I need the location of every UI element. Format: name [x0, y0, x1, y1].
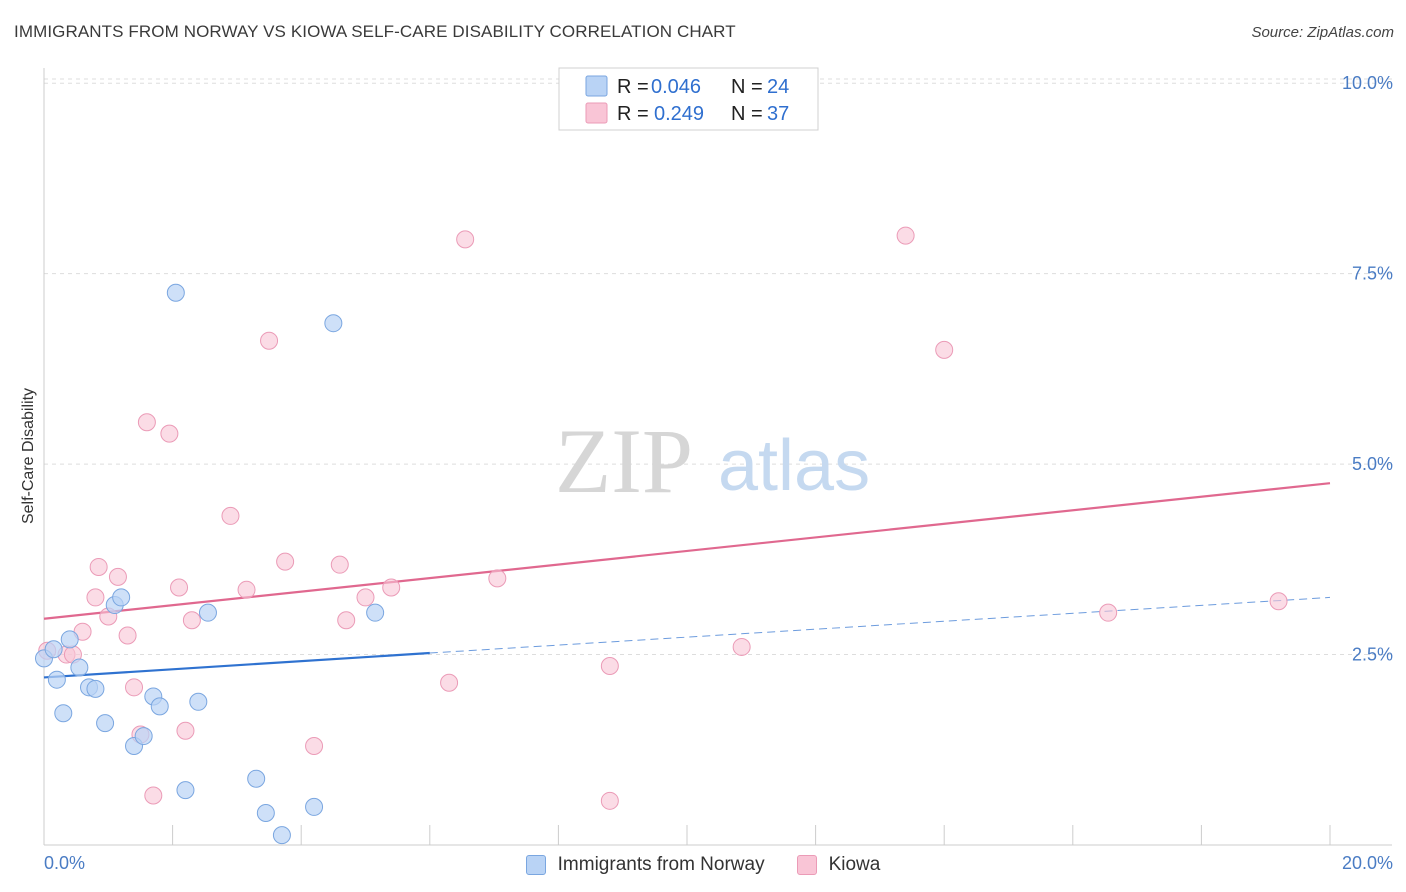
point-norway [44, 640, 63, 659]
chart-title: IMMIGRANTS FROM NORWAY VS KIOWA SELF-CAR… [14, 22, 736, 41]
series-swatch-norway [525, 855, 546, 875]
y-tick-label: 5.0% [1352, 454, 1393, 474]
point-norway [60, 630, 79, 649]
stats-legend: R = 0.046 N = 24 R = 0.249 N = 37 [558, 67, 819, 131]
point-kiowa [237, 580, 256, 599]
point-norway [86, 679, 105, 698]
point-kiowa [144, 786, 163, 805]
legend-r-label-1: R = [617, 76, 649, 98]
point-norway [96, 714, 115, 733]
point-kiowa [221, 506, 240, 525]
point-kiowa [170, 578, 189, 597]
point-kiowa [125, 678, 144, 697]
point-kiowa [305, 736, 324, 755]
watermark: ZIP atlas [555, 410, 870, 512]
point-norway [112, 588, 131, 607]
point-kiowa [456, 230, 475, 249]
x-tick-label-min: 0.0% [44, 853, 85, 873]
point-norway [198, 603, 217, 622]
point-kiowa [337, 611, 356, 630]
legend-n-label-1: N = [731, 76, 763, 98]
point-kiowa [89, 557, 108, 576]
grid-layer [44, 78, 1392, 656]
points-layer [35, 226, 1288, 845]
source-label: Source: ZipAtlas.com [1251, 24, 1394, 41]
point-kiowa [330, 555, 349, 574]
point-kiowa [600, 791, 619, 810]
point-kiowa [86, 588, 105, 607]
point-kiowa [356, 588, 375, 607]
y-tick-label: 2.5% [1352, 645, 1393, 665]
point-norway [272, 826, 291, 845]
point-kiowa [108, 567, 127, 586]
series-legend-label-kiowa: Kiowa [828, 854, 881, 875]
point-norway [54, 704, 73, 723]
axis-layer: 2.5% 5.0% 7.5% 10.0% [43, 68, 1393, 846]
point-norway [150, 697, 169, 716]
trend-line-norway [43, 651, 430, 679]
watermark-zip: ZIP [555, 410, 693, 512]
legend-r-value-2: 0.249 [654, 103, 704, 125]
point-norway [247, 769, 266, 788]
point-norway [70, 658, 89, 677]
point-kiowa [182, 611, 201, 630]
point-norway [176, 781, 195, 800]
legend-n-label-2: N = [731, 103, 763, 125]
point-norway [189, 692, 208, 711]
x-tick-label-max: 20.0% [1342, 853, 1393, 873]
series-swatch-kiowa [796, 855, 817, 875]
legend-swatch-kiowa [585, 102, 608, 124]
point-norway [305, 797, 324, 816]
legend-swatch-norway [585, 75, 608, 97]
point-kiowa [160, 424, 179, 443]
point-kiowa [276, 552, 295, 571]
point-norway [47, 670, 66, 689]
legend-n-value-2: 37 [767, 103, 789, 125]
legend-r-value-1: 0.046 [651, 76, 701, 98]
point-norway [366, 603, 385, 622]
legend-n-value-1: 24 [767, 76, 789, 98]
y-tick-label: 7.5% [1352, 264, 1393, 284]
point-kiowa [488, 569, 507, 588]
watermark-atlas: atlas [718, 426, 870, 506]
point-norway [134, 727, 153, 746]
point-kiowa [1269, 592, 1288, 611]
point-kiowa [1099, 603, 1118, 622]
series-legend-item-kiowa: Kiowa [796, 854, 881, 876]
series-legend-label-norway: Immigrants from Norway [557, 854, 765, 875]
point-norway [324, 314, 343, 333]
series-legend: Immigrants from Norway Kiowa [0, 851, 1406, 879]
point-kiowa [732, 637, 751, 656]
point-kiowa [935, 340, 954, 359]
point-kiowa [896, 226, 915, 245]
point-kiowa [137, 413, 156, 432]
legend-r-label-2: R = [617, 103, 649, 125]
point-norway [256, 804, 275, 823]
trend-line-kiowa [43, 482, 1331, 620]
series-legend-item-norway: Immigrants from Norway [525, 854, 765, 876]
point-norway [166, 283, 185, 302]
point-kiowa [176, 721, 195, 740]
y-tick-label: 10.0% [1342, 73, 1393, 93]
point-kiowa [118, 626, 137, 645]
point-kiowa [382, 578, 401, 597]
point-kiowa [260, 331, 279, 350]
point-kiowa [600, 656, 619, 675]
trend-line-norway-extrapolated [429, 596, 1331, 654]
trend-layer [43, 482, 1331, 679]
point-kiowa [440, 673, 459, 692]
